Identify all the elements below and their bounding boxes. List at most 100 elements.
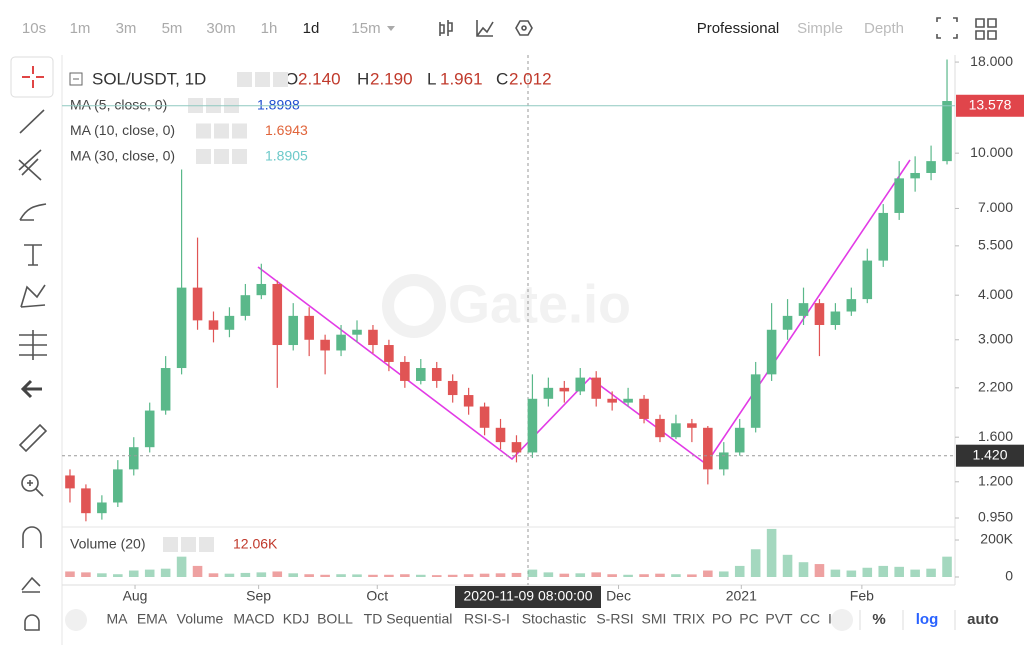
legend-action-icon[interactable] [163, 537, 178, 552]
fib-tool[interactable] [18, 149, 42, 181]
y-tick-label: 2.200 [978, 379, 1013, 395]
scale-option[interactable]: auto [967, 611, 999, 628]
view-tab[interactable]: Professional [697, 20, 780, 37]
legend-action-icon[interactable] [273, 72, 288, 87]
interval-button[interactable]: 10s [22, 20, 46, 37]
scale-option[interactable]: log [916, 611, 939, 628]
interval-button[interactable]: 15m [351, 20, 380, 37]
candle-body [400, 361, 410, 381]
volume-bar [718, 571, 729, 577]
scroll-left[interactable] [65, 609, 87, 631]
pattern-tool[interactable] [20, 284, 46, 308]
indicators-button[interactable] [476, 20, 494, 37]
settings-dot [521, 25, 527, 31]
indicator-button[interactable]: KDJ [283, 611, 309, 627]
back-tool[interactable] [20, 379, 42, 399]
ohlc-value: 2.012 [509, 69, 552, 88]
volume-bar [942, 556, 952, 577]
indicator-button[interactable]: RSI-S-I [464, 611, 510, 627]
interval-button[interactable]: 5m [162, 20, 183, 37]
volume-tick-label: 0 [1005, 568, 1013, 584]
measure-tool[interactable] [19, 330, 47, 360]
volume-bar [320, 574, 330, 577]
volume-bar [113, 574, 123, 577]
interval-button[interactable]: 1d [303, 20, 320, 37]
indicator-name: MA (30, close, 0) [70, 148, 175, 164]
candle-body [208, 320, 219, 330]
volume-bar [144, 569, 155, 577]
candle-body [336, 334, 346, 351]
legend-action-icon[interactable] [199, 537, 214, 552]
indicator-button[interactable]: MACD [233, 611, 274, 627]
magnet-tool[interactable] [22, 526, 42, 548]
indicator-button[interactable]: EMA [137, 611, 168, 627]
view-tab[interactable]: Depth [864, 20, 904, 37]
zoom-tool[interactable] [21, 474, 39, 492]
indicator-button[interactable]: PO [712, 611, 732, 627]
candle-body [416, 368, 426, 381]
indicator-name: MA (10, close, 0) [70, 122, 175, 138]
interval-button[interactable]: 30m [206, 20, 235, 37]
indicator-button[interactable]: I [828, 611, 832, 627]
view-tab[interactable]: Simple [797, 20, 843, 37]
indicator-button[interactable]: BOLL [317, 611, 353, 627]
indicator-button[interactable]: Volume [177, 611, 224, 627]
indicator-button[interactable]: PVT [765, 611, 793, 627]
indicator-button[interactable]: CC [800, 611, 820, 627]
interval-button[interactable]: 1m [70, 20, 91, 37]
candle-body [623, 398, 633, 403]
volume-bar [368, 574, 378, 577]
legend-action-icon[interactable] [196, 149, 211, 164]
indicator-button[interactable]: MA [107, 611, 129, 627]
lock-tool[interactable] [24, 614, 40, 631]
indicator-button[interactable]: S-RSI [596, 611, 633, 627]
legend-action-icon[interactable] [196, 123, 211, 139]
interval-button[interactable]: 1h [261, 20, 278, 37]
layout-button[interactable] [975, 18, 997, 40]
legend-action-icon[interactable] [214, 123, 229, 139]
candle-body [639, 398, 649, 419]
volume-bar [463, 574, 474, 577]
lock-draw-tool[interactable] [21, 576, 41, 593]
volume-tick-label: 200K [980, 531, 1013, 547]
interval-dropdown-arrow [387, 26, 395, 31]
candle-body [655, 418, 665, 438]
legend-action-icon[interactable] [232, 123, 247, 139]
volume-value: 12.06K [233, 536, 278, 552]
legend-action-icon[interactable] [214, 149, 229, 164]
indicator-button[interactable]: SMI [642, 611, 667, 627]
crosshair-tool[interactable] [10, 56, 54, 98]
candle-body [926, 161, 936, 173]
brush-tool[interactable] [19, 203, 47, 221]
legend-action-icon[interactable] [237, 72, 252, 87]
volume-name: Volume (20) [70, 536, 145, 552]
interval-button[interactable]: 3m [116, 20, 137, 37]
settings-button[interactable] [515, 20, 533, 36]
trendline-tool[interactable] [19, 109, 45, 134]
volume-bar [687, 574, 697, 577]
last-price-label: 13.578 [969, 96, 1012, 112]
ruler-tool[interactable] [18, 423, 48, 453]
candle-body [463, 395, 474, 407]
volume-bar [416, 574, 426, 577]
watermark-text: Gate.io [448, 274, 631, 334]
candle-body [862, 260, 873, 300]
legend-action-icon[interactable] [181, 537, 196, 552]
indicator-button[interactable]: TRIX [673, 611, 706, 627]
legend-action-icon[interactable] [255, 72, 270, 87]
ohlc-name: L [427, 69, 436, 88]
volume-bar [766, 528, 777, 577]
scroll-right[interactable] [831, 609, 853, 631]
volume-bar [272, 571, 283, 577]
volume-bar [639, 574, 649, 577]
legend-action-icon[interactable] [232, 149, 247, 164]
chart-type-button[interactable] [439, 20, 453, 36]
indicator-button[interactable]: PC [739, 611, 758, 627]
fullscreen-button[interactable] [936, 17, 958, 39]
scale-option[interactable]: % [872, 611, 885, 628]
indicator-button[interactable]: Stochastic [522, 611, 587, 627]
indicator-button[interactable]: TD Sequential [364, 611, 453, 627]
text-tool[interactable] [24, 244, 42, 266]
ohlc-name: O [285, 69, 298, 88]
volume-bar [65, 571, 75, 577]
